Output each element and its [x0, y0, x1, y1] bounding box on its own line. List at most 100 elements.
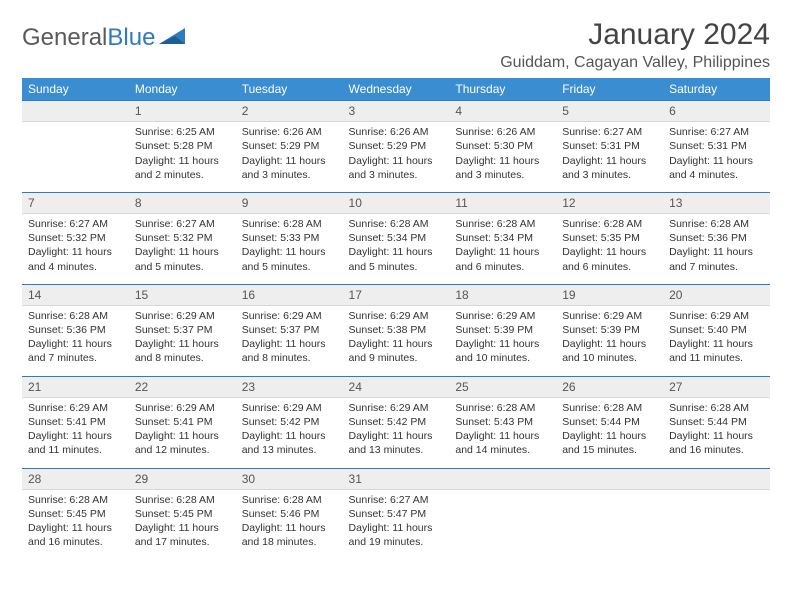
weekday-header: Saturday: [663, 78, 770, 101]
day-number-cell: 29: [129, 468, 236, 489]
day-detail-cell: Sunrise: 6:29 AMSunset: 5:40 PMDaylight:…: [663, 305, 770, 376]
sunrise-text: Sunrise: 6:29 AM: [135, 309, 230, 323]
header: GeneralBlue January 2024 Guiddam, Cagaya…: [22, 18, 770, 72]
sunset-text: Sunset: 5:38 PM: [349, 323, 444, 337]
day-number-cell: 15: [129, 284, 236, 305]
sunset-text: Sunset: 5:41 PM: [28, 415, 123, 429]
day-number-cell: 24: [343, 376, 450, 397]
daylight-text: Daylight: 11 hours and 8 minutes.: [242, 337, 337, 365]
day-number-cell: 9: [236, 192, 343, 213]
sunset-text: Sunset: 5:45 PM: [135, 507, 230, 521]
sunrise-text: Sunrise: 6:28 AM: [669, 401, 764, 415]
day-detail-cell: Sunrise: 6:29 AMSunset: 5:39 PMDaylight:…: [556, 305, 663, 376]
day-detail-cell: Sunrise: 6:27 AMSunset: 5:47 PMDaylight:…: [343, 489, 450, 559]
sunset-text: Sunset: 5:29 PM: [349, 139, 444, 153]
detail-row: Sunrise: 6:29 AMSunset: 5:41 PMDaylight:…: [22, 397, 770, 468]
daynum-row: 14151617181920: [22, 284, 770, 305]
logo: GeneralBlue: [22, 24, 187, 52]
sunrise-text: Sunrise: 6:28 AM: [242, 493, 337, 507]
day-detail-cell: Sunrise: 6:29 AMSunset: 5:42 PMDaylight:…: [343, 397, 450, 468]
logo-word2: Blue: [107, 24, 155, 51]
day-number-cell: [449, 468, 556, 489]
calendar-header-row: SundayMondayTuesdayWednesdayThursdayFrid…: [22, 78, 770, 101]
sunset-text: Sunset: 5:44 PM: [562, 415, 657, 429]
day-detail-cell: Sunrise: 6:28 AMSunset: 5:34 PMDaylight:…: [449, 214, 556, 285]
sunrise-text: Sunrise: 6:28 AM: [135, 493, 230, 507]
day-number-cell: 13: [663, 192, 770, 213]
sunset-text: Sunset: 5:30 PM: [455, 139, 550, 153]
day-number-cell: 27: [663, 376, 770, 397]
sunset-text: Sunset: 5:31 PM: [669, 139, 764, 153]
sunrise-text: Sunrise: 6:28 AM: [562, 401, 657, 415]
sunrise-text: Sunrise: 6:27 AM: [669, 125, 764, 139]
day-detail-cell: Sunrise: 6:28 AMSunset: 5:36 PMDaylight:…: [22, 305, 129, 376]
day-detail-cell: Sunrise: 6:29 AMSunset: 5:37 PMDaylight:…: [129, 305, 236, 376]
sunset-text: Sunset: 5:44 PM: [669, 415, 764, 429]
day-number-cell: [556, 468, 663, 489]
daylight-text: Daylight: 11 hours and 10 minutes.: [562, 337, 657, 365]
daylight-text: Daylight: 11 hours and 14 minutes.: [455, 429, 550, 457]
day-detail-cell: Sunrise: 6:28 AMSunset: 5:35 PMDaylight:…: [556, 214, 663, 285]
sunset-text: Sunset: 5:28 PM: [135, 139, 230, 153]
daylight-text: Daylight: 11 hours and 18 minutes.: [242, 521, 337, 549]
daylight-text: Daylight: 11 hours and 7 minutes.: [669, 245, 764, 273]
day-detail-cell: Sunrise: 6:29 AMSunset: 5:41 PMDaylight:…: [22, 397, 129, 468]
sunset-text: Sunset: 5:34 PM: [455, 231, 550, 245]
day-detail-cell: Sunrise: 6:28 AMSunset: 5:36 PMDaylight:…: [663, 214, 770, 285]
weekday-header: Wednesday: [343, 78, 450, 101]
day-detail-cell: Sunrise: 6:25 AMSunset: 5:28 PMDaylight:…: [129, 122, 236, 193]
day-number-cell: 25: [449, 376, 556, 397]
day-detail-cell: Sunrise: 6:27 AMSunset: 5:31 PMDaylight:…: [663, 122, 770, 193]
sunrise-text: Sunrise: 6:29 AM: [562, 309, 657, 323]
daylight-text: Daylight: 11 hours and 5 minutes.: [135, 245, 230, 273]
location-subtitle: Guiddam, Cagayan Valley, Philippines: [500, 54, 770, 72]
sunset-text: Sunset: 5:39 PM: [562, 323, 657, 337]
sunset-text: Sunset: 5:33 PM: [242, 231, 337, 245]
daylight-text: Daylight: 11 hours and 3 minutes.: [455, 154, 550, 182]
day-detail-cell: [22, 122, 129, 193]
sunset-text: Sunset: 5:32 PM: [28, 231, 123, 245]
logo-text: GeneralBlue: [22, 24, 155, 52]
daylight-text: Daylight: 11 hours and 8 minutes.: [135, 337, 230, 365]
daylight-text: Daylight: 11 hours and 6 minutes.: [562, 245, 657, 273]
sunrise-text: Sunrise: 6:29 AM: [242, 401, 337, 415]
day-number-cell: 26: [556, 376, 663, 397]
sunset-text: Sunset: 5:29 PM: [242, 139, 337, 153]
daylight-text: Daylight: 11 hours and 4 minutes.: [28, 245, 123, 273]
day-number-cell: 11: [449, 192, 556, 213]
day-number-cell: 14: [22, 284, 129, 305]
sunset-text: Sunset: 5:37 PM: [135, 323, 230, 337]
daylight-text: Daylight: 11 hours and 6 minutes.: [455, 245, 550, 273]
day-number-cell: 17: [343, 284, 450, 305]
sunrise-text: Sunrise: 6:27 AM: [28, 217, 123, 231]
sunrise-text: Sunrise: 6:29 AM: [669, 309, 764, 323]
day-detail-cell: [449, 489, 556, 559]
daylight-text: Daylight: 11 hours and 3 minutes.: [349, 154, 444, 182]
day-number-cell: 19: [556, 284, 663, 305]
sunset-text: Sunset: 5:42 PM: [349, 415, 444, 429]
daylight-text: Daylight: 11 hours and 11 minutes.: [28, 429, 123, 457]
sunrise-text: Sunrise: 6:28 AM: [455, 401, 550, 415]
daylight-text: Daylight: 11 hours and 5 minutes.: [349, 245, 444, 273]
day-detail-cell: Sunrise: 6:28 AMSunset: 5:44 PMDaylight:…: [556, 397, 663, 468]
day-detail-cell: Sunrise: 6:26 AMSunset: 5:30 PMDaylight:…: [449, 122, 556, 193]
day-detail-cell: Sunrise: 6:28 AMSunset: 5:33 PMDaylight:…: [236, 214, 343, 285]
daylight-text: Daylight: 11 hours and 13 minutes.: [349, 429, 444, 457]
day-detail-cell: Sunrise: 6:27 AMSunset: 5:32 PMDaylight:…: [129, 214, 236, 285]
sunrise-text: Sunrise: 6:25 AM: [135, 125, 230, 139]
sunset-text: Sunset: 5:36 PM: [669, 231, 764, 245]
sunrise-text: Sunrise: 6:27 AM: [562, 125, 657, 139]
daylight-text: Daylight: 11 hours and 10 minutes.: [455, 337, 550, 365]
logo-triangle-icon: [159, 26, 187, 51]
day-number-cell: 28: [22, 468, 129, 489]
sunset-text: Sunset: 5:42 PM: [242, 415, 337, 429]
sunrise-text: Sunrise: 6:29 AM: [135, 401, 230, 415]
day-number-cell: 31: [343, 468, 450, 489]
weekday-header: Sunday: [22, 78, 129, 101]
day-number-cell: 16: [236, 284, 343, 305]
day-detail-cell: Sunrise: 6:28 AMSunset: 5:45 PMDaylight:…: [22, 489, 129, 559]
daylight-text: Daylight: 11 hours and 15 minutes.: [562, 429, 657, 457]
daylight-text: Daylight: 11 hours and 7 minutes.: [28, 337, 123, 365]
day-number-cell: 1: [129, 101, 236, 122]
daylight-text: Daylight: 11 hours and 9 minutes.: [349, 337, 444, 365]
